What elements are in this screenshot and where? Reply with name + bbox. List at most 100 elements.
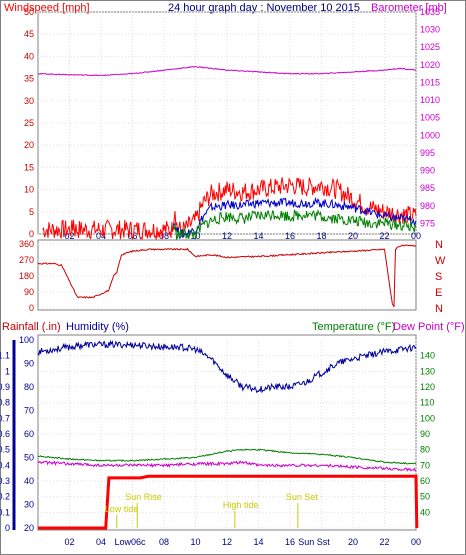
direction-tick-label: 180 [19,271,34,281]
humidity-left-axis: 20 30 40 50 60 70 80 90 100 [19,335,34,533]
direction-panel-frame [37,239,417,311]
climate-x-tick-label: 20 [348,537,358,547]
tide-sun-annotations: Low tide Sun Rise High tide Sun Set [105,492,319,528]
wind-x-tick-label: 12 [222,231,232,241]
barometer-tick-label: 985 [420,183,435,193]
rain-tick-label: 0.3 [0,476,10,486]
climate-panel-grid [38,340,417,529]
wind-x-tick-label: 00 [411,231,421,241]
climate-x-tick-label: 14 [253,537,263,547]
climate-series-rainfall-line [38,474,419,530]
wind-series-avg-line [172,196,417,240]
humidity-tick-label: 90 [24,359,34,369]
rain-tick-label: 0.5 [0,445,10,455]
wind-tick-label: 10 [24,185,34,195]
wind-tick-label: 5 [29,207,34,217]
compass-label: E [435,287,442,299]
wind-tick-label: 30 [24,96,34,106]
wind-tick-label: 40 [24,51,34,61]
rain-tick-label: 0.4 [0,460,10,470]
compass-label: W [435,255,446,267]
humidity-tick-label: 30 [24,500,34,510]
wind-x-tick-label: 22 [379,231,389,241]
climate-x-tick-label: 02 [64,537,74,547]
compass-label: N [435,239,443,251]
barometer-tick-label: 1020 [420,60,440,70]
temperature-label: Temperature (°F) [312,321,395,333]
wind-x-tick-label: 20 [348,231,358,241]
windspeed-label: Windspeed [mph] [4,2,90,14]
humidity-tick-label: 40 [24,476,34,486]
barometer-tick-label: 1005 [420,113,440,123]
wind-tick-label: 45 [24,29,34,39]
temperature-tick-label: 80 [420,445,430,455]
wind-x-tick-label: 16 [285,231,295,241]
wind-tick-label: 35 [24,74,34,84]
rain-tick-label: 0.1 [0,507,10,517]
rain-tick-label: 0.9 [0,382,10,392]
humidity-label: Humidity (%) [66,321,129,333]
wind-tick-label: 20 [24,140,34,150]
climate-series [37,339,419,530]
climate-x-tick-label: 08 [159,537,169,547]
wind-tick-label: 50 [24,7,34,17]
climate-x-tick-label: 12 [222,537,232,547]
climate-x-tick-label: 00 [411,537,421,547]
wind-x-tick-label: 02 [64,231,74,241]
temperature-tick-label: 100 [420,413,435,423]
temperature-tick-label: 70 [420,460,430,470]
humidity-tick-label: 50 [24,453,34,463]
direction-tick-label: 270 [19,255,34,265]
graph-title: 24 hour graph day : November 10 2015 [168,2,360,14]
rain-tick-label: 0.6 [0,429,10,439]
wind-series [37,65,417,241]
direction-series [37,244,416,308]
wind-left-axis: 0 5 10 15 20 25 30 35 40 45 50 [24,7,34,239]
direction-left-axis: 0 90 180 270 360 [19,239,34,313]
rain-left-axis: 0 0.1 0.2 0.3 0.4 0.5 0.6 0.7 0.8 0.9 1 1.1 [0,351,10,533]
humidity-tick-label: 60 [24,429,34,439]
humidity-tick-label: 20 [24,523,34,533]
wind-x-tick-label: 08 [159,231,169,241]
temperature-tick-label: 40 [420,507,430,517]
climate-x-tick-label: 16 [285,537,295,547]
wind-x-tick-label: 18 [316,231,326,241]
rain-tick-label: 0.8 [0,398,10,408]
barometer-tick-label: 1025 [420,42,440,52]
dewpoint-label: Dew Point (°F) [393,321,465,333]
direction-tick-label: 0 [29,303,34,313]
annotation-label: Sun Set [286,492,319,502]
rain-tick-label: 0.2 [0,492,10,502]
temperature-tick-label: 130 [420,366,435,376]
wind-tick-label: 0 [29,229,34,239]
wind-x-tick-label: 04 [96,231,106,241]
annotation-label: Sun Rise [125,492,162,502]
temperature-tick-label: 140 [420,351,435,361]
temperature-right-axis: 40 50 60 70 80 90 100 110 120 130 140 [420,351,435,518]
humidity-tick-label: 80 [24,382,34,392]
climate-x-extra-label: Sun Sst [298,537,330,547]
temperature-tick-label: 90 [420,429,430,439]
direction-tick-label: 360 [19,239,34,249]
wind-x-tick-label: 14 [253,231,263,241]
climate-x-tick-label: 22 [379,537,389,547]
barometer-tick-label: 1015 [420,77,440,87]
rain-tick-label: 1.1 [0,351,10,361]
climate-x-axis: 02 04 08 10 12 14 16 20 22 00 Low06c Sun Sst [64,537,421,547]
direction-tick-label: 90 [24,287,34,297]
barometer-tick-label: 1000 [420,130,440,140]
barometer-tick-label: 995 [420,148,435,158]
barometer-tick-label: 990 [420,166,435,176]
climate-series-temperature-line [37,448,417,465]
humidity-tick-label: 70 [24,406,34,416]
temperature-tick-label: 50 [420,492,430,502]
compass-label: N [435,303,443,315]
compass-label: S [435,271,442,283]
barometer-tick-label: 980 [420,201,435,211]
rain-tick-label: 0 [5,523,10,533]
wind-series-min-line [172,208,417,241]
wind-series-barometer-line [37,65,416,77]
